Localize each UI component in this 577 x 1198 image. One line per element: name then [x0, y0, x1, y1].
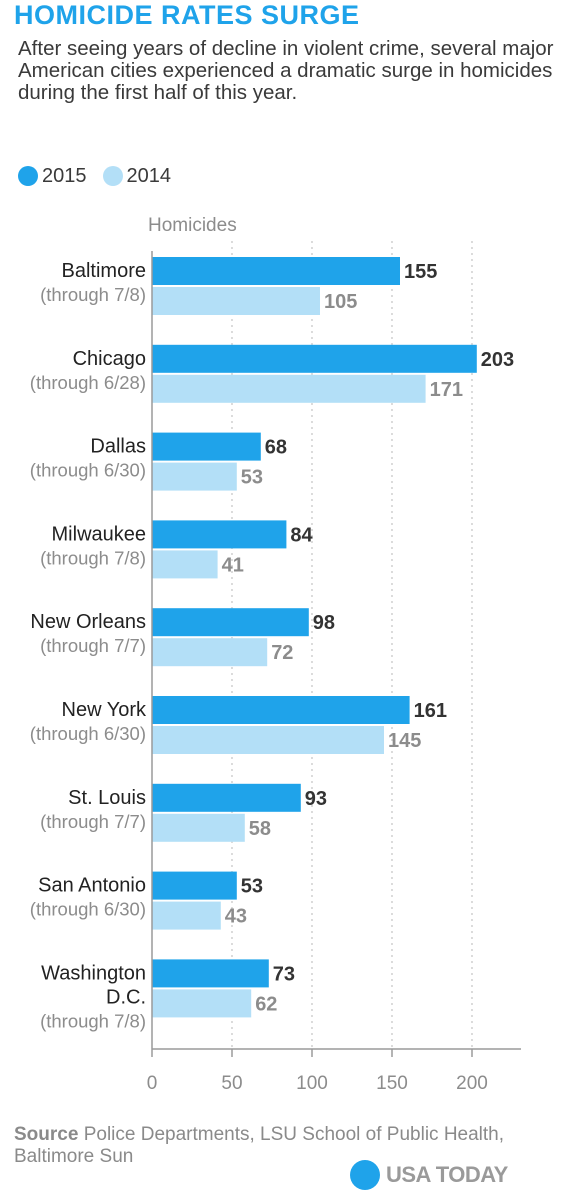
legend-item-2014: 2014: [102, 164, 172, 188]
source-text: Police Departments, LSU School of Public…: [14, 1124, 505, 1167]
bar-2014-5: [152, 726, 384, 754]
category-note-5: (through 6/30): [30, 723, 146, 744]
value-label-2014-6: 58: [249, 818, 271, 840]
bar-2015-6: [152, 783, 301, 812]
tick-label-50: 50: [221, 1073, 242, 1094]
logo-circle-icon: [350, 1160, 380, 1190]
legend-label-2014: 2014: [126, 164, 172, 187]
value-label-2014-4: 72: [271, 642, 293, 664]
bar-2014-2: [152, 462, 237, 491]
category-label-8-0: Washington: [41, 962, 146, 984]
category-label-4: New Orleans: [30, 611, 146, 633]
bar-2015-3: [152, 520, 287, 549]
value-label-2015-5: 161: [414, 700, 447, 722]
value-label-2015-7: 53: [241, 876, 263, 898]
category-note-3: (through 7/8): [40, 547, 146, 568]
category-label-0: Baltimore: [62, 260, 146, 282]
bar-2014-4: [152, 638, 268, 667]
category-note-7: (through 6/30): [30, 899, 146, 920]
legend-label-2015: 2015: [42, 164, 87, 187]
axis-label: Homicides: [148, 215, 237, 236]
value-label-2014-0: 105: [324, 291, 357, 313]
source-note: Source Police Departments, LSU School of…: [14, 1124, 577, 1168]
bar-2015-4: [152, 608, 309, 637]
tick-label-150: 150: [376, 1073, 408, 1094]
value-label-2014-7: 43: [225, 906, 247, 928]
value-label-2015-1: 203: [481, 349, 514, 371]
bar-2014-0: [152, 287, 320, 315]
value-label-2014-5: 145: [388, 730, 421, 752]
legend: 2015 2014: [18, 164, 187, 188]
value-label-2014-8: 62: [255, 993, 277, 1015]
usa-today-logo: USA TODAY: [350, 1160, 508, 1190]
value-label-2015-8: 73: [273, 963, 295, 985]
bar-2014-6: [152, 813, 245, 842]
category-note-8: (through 7/8): [40, 1010, 146, 1031]
logo-text: USA TODAY: [386, 1162, 508, 1187]
chart-subtitle: After seeing years of decline in violent…: [18, 37, 554, 104]
category-note-2: (through 6/30): [30, 460, 146, 481]
category-note-1: (through 6/28): [30, 372, 146, 393]
bar-2015-1: [152, 344, 477, 373]
value-label-2015-3: 84: [290, 524, 313, 546]
category-note-4: (through 7/7): [40, 635, 146, 656]
bar-2014-7: [152, 901, 221, 930]
bar-2015-7: [152, 871, 237, 900]
category-label-6: St. Louis: [68, 787, 146, 809]
value-label-2014-2: 53: [241, 467, 263, 489]
legend-swatch-2014: [102, 166, 123, 186]
chart-title: HOMICIDE RATES SURGE: [14, 0, 360, 30]
value-label-2014-1: 171: [430, 379, 463, 401]
legend-item-2015: 2015: [18, 165, 87, 188]
bar-2015-0: [152, 257, 400, 285]
category-label-8-1: D.C.: [106, 986, 146, 1008]
bar-2014-8: [152, 989, 252, 1018]
category-label-3: Milwaukee: [52, 523, 146, 545]
category-label-7: San Antonio: [38, 875, 146, 897]
category-label-5: New York: [62, 699, 147, 721]
category-note-0: (through 7/8): [40, 284, 146, 305]
category-note-6: (through 7/7): [40, 811, 146, 832]
bar-2015-5: [152, 696, 410, 724]
value-label-2015-2: 68: [265, 437, 287, 459]
tick-label-200: 200: [456, 1073, 488, 1094]
value-label-2015-4: 98: [313, 612, 335, 634]
value-label-2015-6: 93: [305, 788, 327, 810]
value-label-2014-3: 41: [222, 554, 244, 576]
source-label: Source: [14, 1124, 79, 1145]
bar-2014-1: [152, 374, 426, 403]
value-label-2015-0: 155: [404, 261, 437, 283]
tick-label-100: 100: [296, 1073, 328, 1094]
bar-2014-3: [152, 550, 218, 579]
category-label-1: Chicago: [73, 348, 146, 370]
tick-label-0: 0: [147, 1073, 158, 1094]
legend-swatch-2015: [18, 166, 38, 186]
bar-2015-8: [152, 959, 269, 988]
category-label-2: Dallas: [90, 436, 146, 458]
bar-2015-2: [152, 432, 261, 461]
